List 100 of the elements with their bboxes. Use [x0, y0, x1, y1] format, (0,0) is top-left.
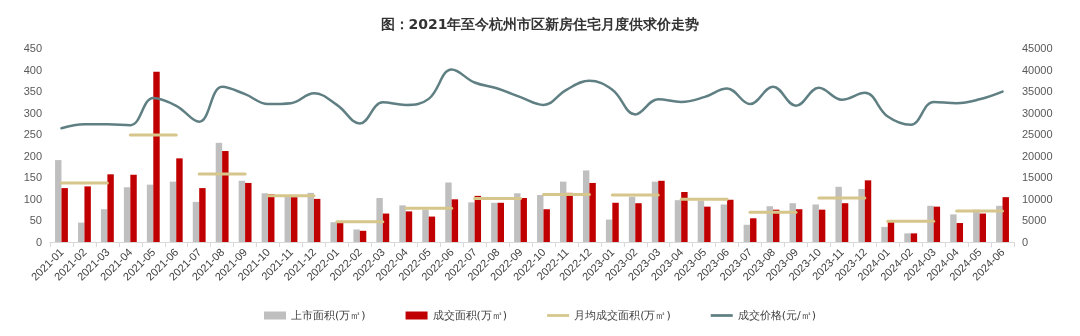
bar — [353, 229, 360, 242]
y2-tick-label: 30000 — [1022, 106, 1053, 119]
legend-label: 成交价格(元/㎡) — [737, 309, 817, 322]
bar — [130, 174, 137, 242]
y-tick-label: 400 — [23, 63, 42, 76]
bar — [336, 222, 344, 242]
bar — [996, 205, 1003, 242]
bar — [428, 216, 436, 242]
bar — [313, 198, 321, 242]
y2-tick-label: 15000 — [1022, 171, 1053, 184]
bar — [382, 213, 390, 242]
bar — [612, 202, 619, 242]
y-tick-label: 200 — [23, 149, 42, 162]
bar — [904, 233, 911, 242]
bar — [881, 226, 888, 242]
bar — [743, 224, 751, 242]
bar — [330, 222, 337, 242]
bar — [697, 200, 705, 242]
bar — [284, 195, 291, 242]
bar — [405, 211, 413, 242]
bar — [222, 151, 229, 242]
chart-title: 图：2021年至今杭州市区新房住宅月度供求价走势 — [380, 16, 700, 32]
bar — [973, 209, 980, 242]
bar — [818, 209, 826, 242]
bar — [468, 202, 475, 242]
bar — [927, 205, 934, 242]
y-tick-label: 150 — [23, 171, 42, 184]
y-tick-label: 100 — [23, 192, 42, 205]
bar — [674, 200, 682, 242]
bar — [245, 182, 252, 242]
bar — [61, 188, 68, 242]
bar — [635, 203, 642, 242]
bar — [750, 218, 757, 242]
bar — [359, 230, 367, 242]
bar — [215, 142, 223, 242]
bar — [100, 209, 108, 242]
y-tick-label: 50 — [29, 214, 42, 227]
bar — [291, 197, 298, 242]
bar — [795, 209, 803, 242]
bar — [451, 199, 459, 242]
bar — [1002, 197, 1009, 242]
bar — [176, 158, 183, 242]
bar — [910, 233, 918, 242]
legend-label: 上市面积(万㎡) — [290, 309, 366, 322]
bar — [55, 160, 62, 242]
bar — [192, 201, 200, 242]
bar — [238, 180, 246, 242]
bar — [261, 193, 269, 242]
bar — [858, 188, 865, 242]
bar — [84, 186, 91, 242]
y2-tick-label: 25000 — [1022, 128, 1053, 141]
bar — [979, 213, 986, 242]
y2-tick-label: 40000 — [1022, 63, 1053, 76]
line-series — [60, 68, 1004, 130]
bar — [704, 206, 711, 242]
bar — [376, 198, 383, 242]
bar — [628, 196, 636, 242]
bar — [520, 198, 527, 242]
bar — [720, 204, 728, 242]
bar — [681, 191, 688, 242]
bar — [835, 186, 842, 242]
bar — [107, 174, 114, 242]
y2-tick-label: 10000 — [1022, 192, 1053, 205]
bar — [445, 182, 452, 242]
legend-label: 月均成交面积(万㎡) — [574, 309, 671, 322]
bar — [399, 205, 406, 242]
bar — [605, 219, 613, 242]
legend-label: 成交面积(万㎡) — [432, 309, 508, 322]
bar — [169, 181, 177, 242]
y2-tick-label: 45000 — [1022, 42, 1053, 54]
y-tick-label: 350 — [23, 85, 42, 98]
bar — [514, 193, 521, 242]
bar — [812, 204, 819, 242]
bar — [78, 222, 85, 242]
y-tick-label: 0 — [35, 236, 42, 248]
bar — [950, 214, 957, 242]
bar — [422, 209, 429, 242]
y2-tick-label: 0 — [1022, 236, 1029, 248]
y-tick-label: 450 — [23, 42, 42, 54]
bar — [841, 203, 849, 242]
y-tick-label: 300 — [23, 106, 42, 119]
bar — [543, 209, 550, 242]
bar — [537, 195, 544, 242]
bar — [123, 187, 131, 242]
bar — [491, 202, 498, 242]
bar — [589, 182, 596, 242]
y-tick-label: 250 — [23, 128, 42, 141]
bar — [658, 180, 665, 242]
bar — [727, 199, 734, 242]
y2-tick-label: 35000 — [1022, 85, 1053, 98]
bar — [864, 180, 872, 242]
y2-tick-label: 20000 — [1022, 149, 1053, 162]
bar — [146, 184, 154, 242]
y2-tick-label: 5000 — [1022, 214, 1047, 227]
bar — [199, 188, 206, 242]
bar — [933, 206, 941, 242]
bar — [956, 223, 964, 242]
bar — [153, 71, 160, 242]
bar — [582, 170, 590, 242]
bar — [497, 202, 504, 242]
